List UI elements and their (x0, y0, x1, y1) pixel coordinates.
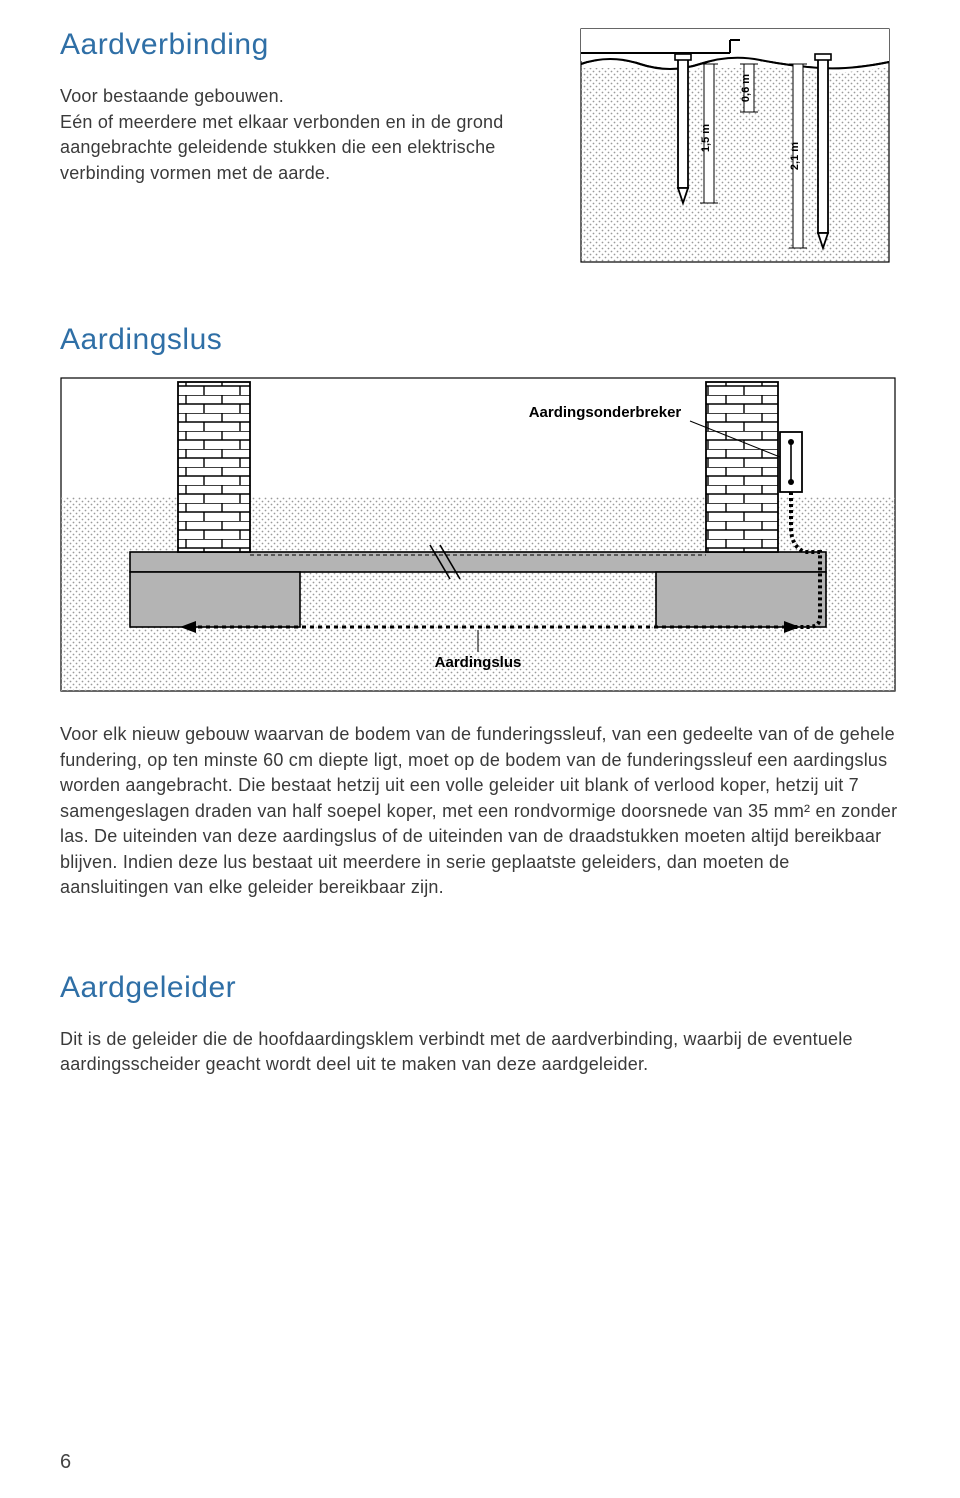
heading-aardingslus: Aardingslus (60, 323, 900, 357)
page-number: 6 (60, 1451, 71, 1474)
fig2-label-lus: Aardingslus (435, 654, 522, 671)
heading-aardverbinding: Aardverbinding (60, 28, 540, 62)
fig1-dim-15m: 1,5 m (700, 124, 712, 152)
body-aardgeleider: Dit is de geleider die de hoofdaardingsk… (60, 1027, 900, 1078)
figure-aardingslus: Aardingsonderbreker Aardingslus (60, 377, 896, 692)
heading-aardgeleider: Aardgeleider (60, 971, 900, 1005)
fig1-dim-06m: 0,6 m (740, 74, 752, 102)
body-aardingslus: Voor elk nieuw gebouw waarvan de bodem v… (60, 722, 900, 901)
fig2-label-onderbreker: Aardingsonderbreker (529, 404, 682, 421)
fig1-dim-21m: 2,1 m (789, 142, 801, 170)
body-aardverbinding: Voor bestaande gebouwen. Eén of meerdere… (60, 84, 540, 186)
figure-ground-rods: 0,6 m 1,5 m 2,1 m (580, 28, 890, 263)
